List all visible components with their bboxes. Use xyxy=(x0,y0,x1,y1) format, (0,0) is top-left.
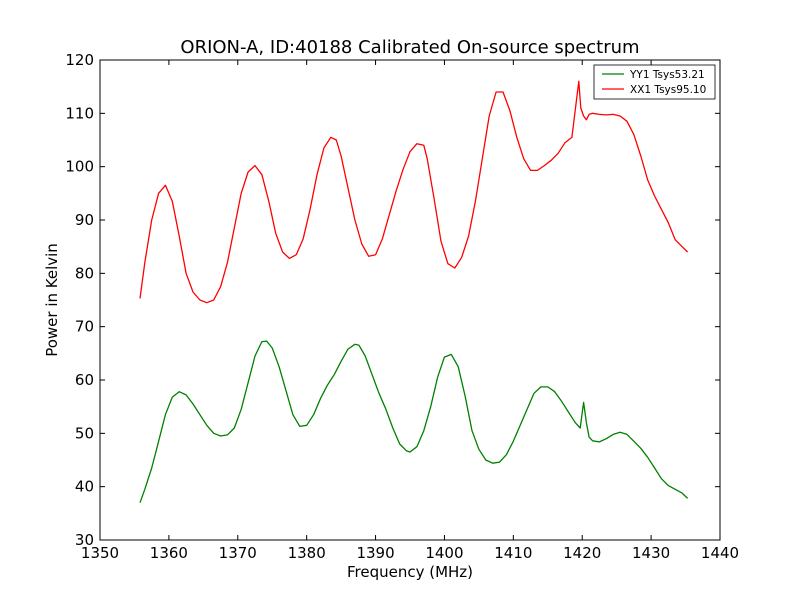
y-axis-label: Power in Kelvin xyxy=(43,243,61,357)
series-line-yy1 xyxy=(139,340,689,503)
y-tick-label: 100 xyxy=(65,158,94,176)
x-tick-label: 1380 xyxy=(288,544,326,562)
y-tick-label: 60 xyxy=(75,371,94,389)
x-tick-label: 1430 xyxy=(632,544,670,562)
chart-title: ORION-A, ID:40188 Calibrated On-source s… xyxy=(180,37,639,58)
x-axis: 1350 1360 1370 1380 1390 1400 1410 1420 1430 1440 xyxy=(81,60,739,562)
x-tick-label: 1420 xyxy=(563,544,601,562)
x-tick-label: 1390 xyxy=(356,544,394,562)
x-tick-label: 1410 xyxy=(494,544,532,562)
x-tick-label: 1400 xyxy=(425,544,463,562)
plot-frame xyxy=(99,59,721,541)
series-layer xyxy=(139,80,689,503)
y-tick-label: 70 xyxy=(75,318,94,336)
y-tick-label: 120 xyxy=(65,51,94,69)
x-axis-label: Frequency (MHz) xyxy=(347,563,473,581)
series-line-xx1 xyxy=(139,80,689,304)
y-tick-label: 80 xyxy=(75,264,94,282)
y-tick-label: 90 xyxy=(75,211,94,229)
x-tick-label: 1350 xyxy=(81,544,119,562)
x-tick-label: 1360 xyxy=(150,544,188,562)
x-tick-label: 1370 xyxy=(219,544,257,562)
y-tick-label: 30 xyxy=(75,531,94,549)
legend-label-yy1: YY1 Tsys53.21 xyxy=(629,69,705,81)
legend-label-xx1: XX1 Tsys95.10 xyxy=(630,84,706,96)
y-tick-label: 40 xyxy=(75,478,94,496)
x-tick-label: 1440 xyxy=(701,544,739,562)
y-tick-label: 50 xyxy=(75,424,94,442)
legend: YY1 Tsys53.21 XX1 Tsys95.10 xyxy=(593,64,716,100)
y-tick-label: 110 xyxy=(65,104,94,122)
y-axis: 30 40 50 60 70 80 90 100 110 120 xyxy=(65,51,720,549)
plot-area: 1350 1360 1370 1380 1390 1400 1410 1420 1430 1440… xyxy=(65,51,739,562)
legend-frame xyxy=(593,64,716,100)
